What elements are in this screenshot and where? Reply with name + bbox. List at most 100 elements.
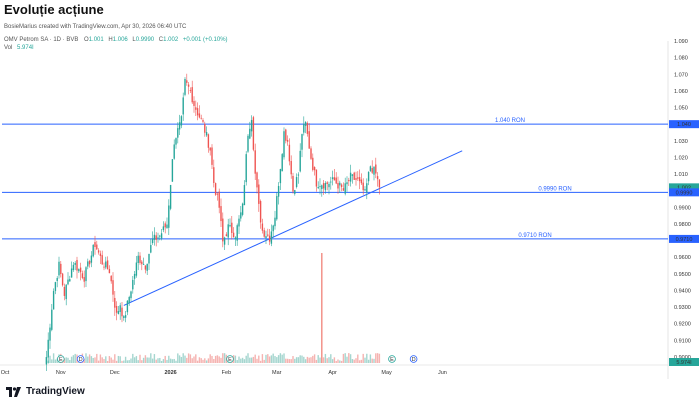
price-label-box [669, 234, 699, 243]
y-tick-label: 0.9900 [674, 205, 691, 211]
volume-bar [88, 354, 91, 363]
candle-body [180, 116, 183, 126]
candle-body [231, 222, 233, 233]
ohlc-high: 1.006 [113, 37, 129, 43]
candle-body [67, 279, 69, 285]
volume-bar [162, 359, 165, 363]
ohlc-open-label: O [84, 37, 89, 43]
symbol-name: OMV Petrom SA · 1D · BVB [4, 37, 78, 43]
volume-bar [331, 359, 334, 363]
volume-bar [155, 359, 157, 363]
volume-bar [121, 360, 123, 363]
candle-body [276, 196, 278, 220]
volume-bar [175, 360, 177, 363]
candle-body [133, 273, 136, 279]
ohlc-close: 1.002 [163, 37, 179, 43]
volume-bar [304, 359, 307, 363]
candle-body [105, 261, 107, 268]
candle-body [92, 244, 94, 257]
candle-body [312, 157, 314, 170]
candle-body [65, 284, 67, 300]
candle-body [245, 154, 247, 183]
volume-bar [173, 358, 175, 363]
x-tick-label: Oct [1, 370, 10, 376]
candle-body [204, 124, 206, 133]
candle-body [301, 134, 303, 150]
event-marker-label: E [390, 357, 394, 363]
y-tick-label: 0.9300 [674, 305, 691, 311]
y-tick-label: 1.080 [674, 56, 688, 62]
volume-bar [295, 357, 298, 363]
candle-body [88, 260, 91, 265]
candle-body [240, 212, 242, 219]
candle-body [96, 244, 98, 250]
volume-bar [362, 353, 364, 363]
candle-body [218, 191, 220, 208]
volume-bar [202, 359, 204, 363]
candle-body [274, 217, 276, 227]
candle-body [45, 357, 48, 365]
event-marker-icon [56, 355, 65, 363]
volume-bar [52, 353, 55, 363]
candle-body [79, 267, 82, 273]
tradingview-brand[interactable]: TradingView [6, 386, 85, 397]
candle-body [177, 128, 179, 138]
candle-body [364, 189, 366, 191]
volume-bar [283, 353, 285, 363]
candle-body [169, 184, 172, 209]
volume-bar [83, 358, 85, 363]
candle-body [159, 235, 161, 237]
candle-body [369, 166, 372, 172]
y-tick-label: 1.070 [674, 72, 688, 78]
candle-body [295, 177, 298, 187]
volume-bar [142, 357, 145, 363]
volume-bar [124, 356, 127, 363]
candle-body [153, 234, 156, 240]
y-tick-label: 1.050 [674, 106, 688, 112]
candle-body [259, 201, 262, 223]
candle-body [72, 264, 75, 271]
volume-bar [247, 353, 249, 363]
volume-bar [135, 356, 138, 363]
candle-body [216, 193, 219, 195]
volume-bar [133, 357, 136, 363]
candle-body [141, 261, 143, 265]
candle-body [151, 239, 154, 244]
volume-bar [355, 358, 357, 363]
volume-bar [74, 353, 76, 363]
volume-bar [254, 354, 256, 363]
candle-body [202, 120, 204, 122]
volume-label-text: 5.974I [676, 360, 692, 366]
volume-bar [67, 357, 69, 363]
volume-bar [171, 359, 174, 363]
y-tick-label: 1.060 [674, 89, 688, 95]
volume-bar [204, 358, 206, 363]
volume-bar [144, 355, 147, 363]
candle-body [281, 154, 283, 172]
candle-body [313, 167, 316, 171]
candle-body [326, 182, 328, 184]
volume-bar [139, 354, 141, 363]
volume-bar [112, 359, 114, 363]
volume-bar [128, 360, 130, 363]
candle-body [83, 277, 85, 282]
volume-bar [234, 355, 237, 363]
volume-bar [258, 355, 260, 363]
candle-body [376, 176, 379, 180]
symbol-legend: OMV Petrom SA · 1D · BVB O1.001 H1.006 L… [4, 37, 228, 43]
candle-body [90, 255, 93, 263]
volume-bar [344, 353, 346, 363]
candle-body [268, 235, 271, 242]
candle-body [119, 305, 121, 312]
volume-bar [72, 355, 75, 363]
volume-bar [310, 357, 312, 363]
candle-body [87, 261, 89, 267]
candle-body [195, 107, 197, 110]
volume-bar [69, 359, 71, 363]
candle-body [292, 175, 294, 192]
volume-bar [97, 360, 100, 363]
candle-body [286, 139, 289, 142]
candle-body [150, 245, 152, 253]
volume-bar [333, 357, 336, 363]
